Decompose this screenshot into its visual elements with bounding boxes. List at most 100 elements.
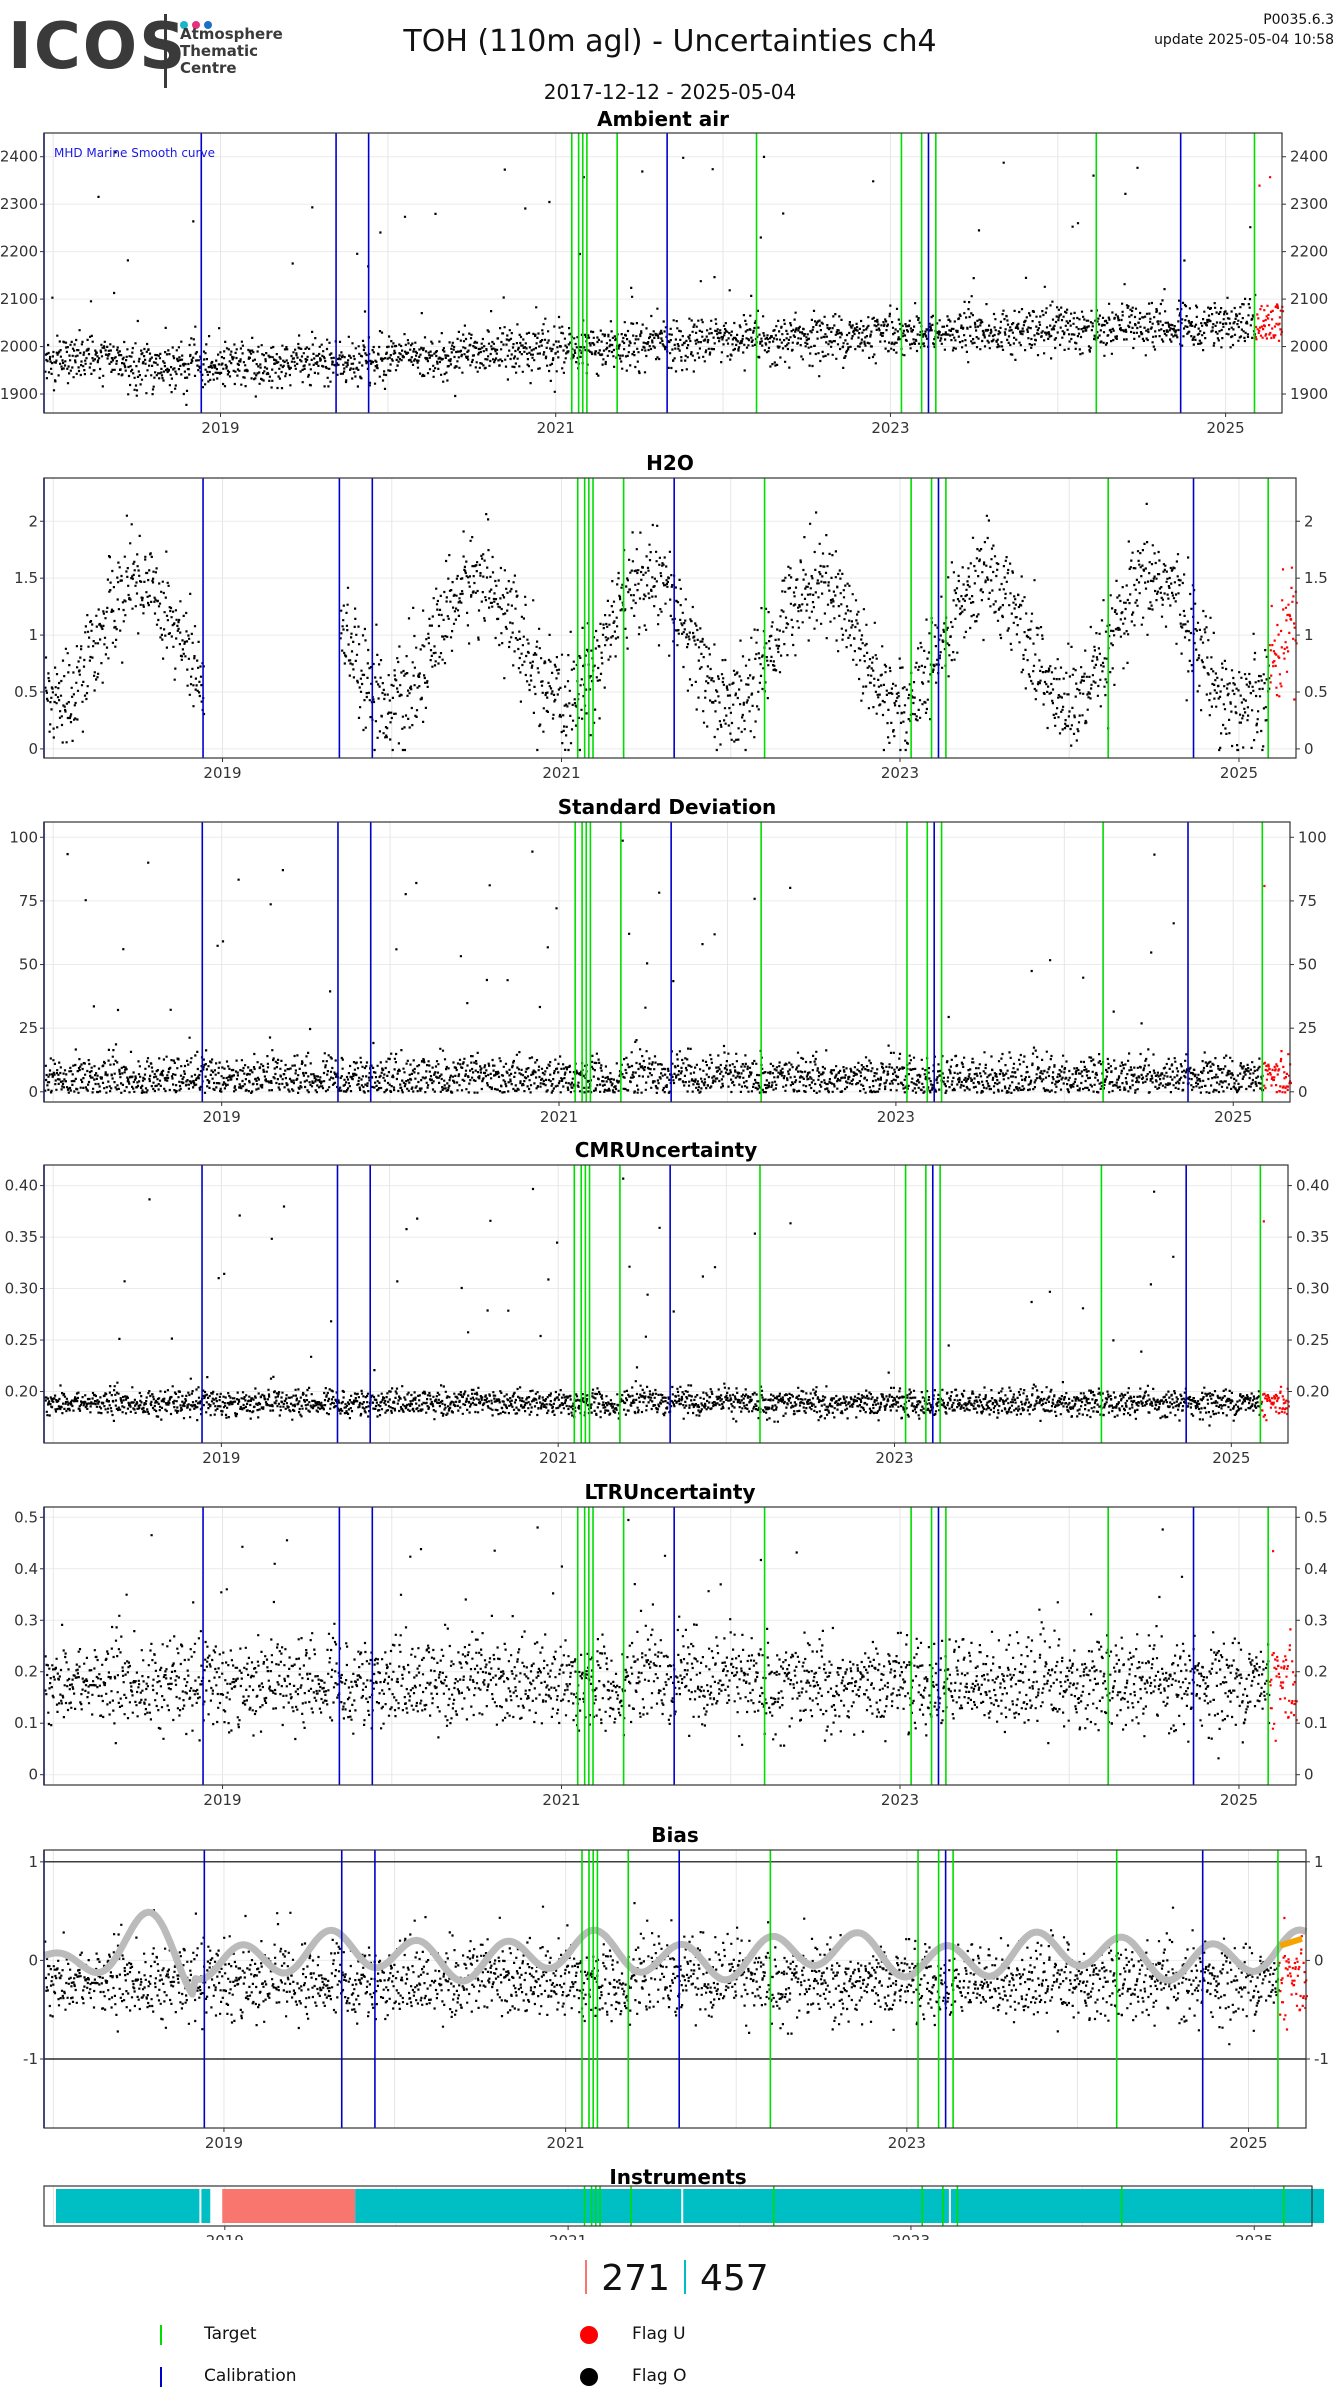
y-tick-label: 0.1 bbox=[1304, 1714, 1328, 1732]
y-tick-label: 75 bbox=[19, 892, 38, 910]
y-tick-label: 2200 bbox=[0, 243, 38, 261]
x-tick-label: 2025 bbox=[1220, 764, 1258, 782]
flag-o-points bbox=[44, 1902, 1280, 2046]
y-tick-label: 2000 bbox=[0, 338, 38, 356]
bias-tail-curve bbox=[1279, 1935, 1303, 1949]
plot-area bbox=[44, 478, 1296, 758]
x-tick-label: 2021 bbox=[542, 764, 580, 782]
y-tick-label: 1 bbox=[28, 1853, 38, 1871]
x-tick-label: 2021 bbox=[547, 2134, 585, 2152]
y-tick-label: 25 bbox=[1298, 1019, 1317, 1037]
y-tick-label: 0.30 bbox=[5, 1280, 38, 1298]
logo-subtitle-line-2: Thematic bbox=[180, 42, 259, 60]
y-tick-label: 0.20 bbox=[5, 1383, 38, 1401]
logo-subtitle-line-1: Atmosphere bbox=[180, 25, 283, 43]
plot-frame bbox=[43, 1164, 1289, 1444]
flag-o-points bbox=[44, 1177, 1263, 1427]
calibration-legend-icon bbox=[160, 2367, 162, 2387]
y-tick-label: 2300 bbox=[0, 195, 38, 213]
flag-o-legend-label: Flag O bbox=[632, 2366, 687, 2386]
y-tick-label: 0 bbox=[1298, 1083, 1308, 1101]
y-tick-label: 0.2 bbox=[1304, 1663, 1328, 1681]
panel-title: Instruments bbox=[609, 2165, 746, 2189]
target-legend-icon bbox=[160, 2325, 162, 2345]
x-tick-label: 2021 bbox=[539, 1449, 577, 1467]
plot-area bbox=[44, 822, 1290, 1102]
flag-u-points bbox=[1260, 1220, 1290, 1422]
y-tick-label: 0 bbox=[1314, 1951, 1324, 1969]
plot-frame bbox=[43, 1506, 1297, 1786]
y-tick-label: 0.5 bbox=[1304, 1508, 1328, 1526]
y-tick-label: 25 bbox=[19, 1019, 38, 1037]
flag-o-legend-icon bbox=[580, 2368, 598, 2386]
panel-title: LTRUncertainty bbox=[585, 1480, 756, 1504]
instrument-counts: 271 457 bbox=[0, 2258, 1340, 2300]
x-tick-label: 2023 bbox=[881, 764, 919, 782]
y-tick-label: 2 bbox=[28, 512, 38, 530]
x-tick-label: 2019 bbox=[202, 1449, 240, 1467]
y-tick-label: 75 bbox=[1298, 892, 1317, 910]
plot-frame bbox=[43, 821, 1291, 1103]
logo-subtitle-line-3: Centre bbox=[180, 59, 237, 77]
x-tick-label: 2019 bbox=[201, 419, 239, 437]
y-tick-label: 0.3 bbox=[14, 1611, 38, 1629]
logo-dots-icon bbox=[180, 14, 216, 33]
y-tick-label: 2400 bbox=[0, 148, 38, 166]
y-tick-label: 0.40 bbox=[1296, 1177, 1329, 1195]
x-tick-label: 2023 bbox=[875, 1449, 913, 1467]
plot-frame bbox=[43, 477, 1297, 759]
y-tick-label: 0.4 bbox=[14, 1560, 38, 1578]
x-tick-label: 2019 bbox=[203, 764, 241, 782]
y-tick-label: 2300 bbox=[1290, 195, 1328, 213]
x-tick-label: 2019 bbox=[205, 2134, 243, 2152]
x-tick-label: 2025 bbox=[1207, 419, 1245, 437]
y-tick-label: 1900 bbox=[0, 385, 38, 403]
chart-annotation: MHD Marine Smooth curve bbox=[54, 146, 215, 160]
panel-ambient-air: Ambient air 1900 1900 2000 2000 2100 2100 2200 2… bbox=[0, 107, 1328, 437]
panel-title: Standard Deviation bbox=[558, 795, 777, 819]
x-tick-label: 2023 bbox=[888, 2134, 926, 2152]
y-tick-label: -1 bbox=[1314, 2050, 1329, 2068]
y-tick-label: -1 bbox=[23, 2050, 38, 2068]
x-tick-label: 2023 bbox=[881, 1791, 919, 1809]
y-tick-label: 0.5 bbox=[1304, 683, 1328, 701]
x-tick-label: 2021 bbox=[540, 1108, 578, 1126]
logo-divider bbox=[164, 14, 167, 88]
date-range: 2017-12-12 - 2025-05-04 bbox=[543, 80, 797, 104]
y-tick-label: 100 bbox=[9, 828, 38, 846]
instrument-271-swatch bbox=[585, 2260, 588, 2294]
x-tick-label: 2025 bbox=[1220, 1791, 1258, 1809]
panel-h2o: H2O 0 0 0.5 0.5 1 1 1.5 1.5 2 2 2019 2021 2023 2025 bbox=[14, 451, 1328, 782]
y-tick-label: 0.4 bbox=[1304, 1560, 1328, 1578]
x-tick-label: 2023 bbox=[892, 2232, 930, 2240]
y-tick-label: 0.3 bbox=[1304, 1611, 1328, 1629]
y-tick-label: 0 bbox=[28, 1083, 38, 1101]
panel-title: Bias bbox=[651, 1823, 699, 1847]
y-tick-label: 1.5 bbox=[1304, 569, 1328, 587]
instrument-segment-457 bbox=[56, 2189, 211, 2223]
y-tick-label: 100 bbox=[1298, 828, 1327, 846]
plot-frame bbox=[43, 132, 1283, 414]
flag-u-legend-icon bbox=[580, 2326, 598, 2344]
page-title: TOH (110m agl) - Uncertainties ch4 bbox=[403, 24, 937, 59]
plot-area bbox=[44, 133, 1282, 413]
instrument-457-count: 457 bbox=[700, 2258, 769, 2299]
y-tick-label: 2100 bbox=[1290, 290, 1328, 308]
x-tick-label: 2025 bbox=[1214, 1108, 1252, 1126]
plot-frame bbox=[43, 2185, 1313, 2227]
panel-standard-deviation: Standard Deviation 0 0 25 25 50 50 75 75 100 100 20… bbox=[9, 795, 1326, 1126]
plot-area bbox=[44, 1165, 1288, 1443]
panel-cmruncertainty: CMRUncertainty 0.20 0.20 0.25 0.25 0.30 0.30 0.… bbox=[5, 1138, 1330, 1467]
calibration-legend-label: Calibration bbox=[204, 2366, 297, 2386]
y-tick-label: 0.1 bbox=[14, 1714, 38, 1732]
x-tick-label: 2023 bbox=[871, 419, 909, 437]
y-tick-label: 50 bbox=[1298, 956, 1317, 974]
y-tick-label: 2400 bbox=[1290, 148, 1328, 166]
update-timestamp: update 2025-05-04 10:58 bbox=[1154, 32, 1334, 48]
panel-title: Ambient air bbox=[597, 107, 729, 131]
plot-area bbox=[44, 1850, 1306, 2128]
icos-logo: ICOS bbox=[8, 10, 188, 84]
y-tick-label: 0 bbox=[1304, 740, 1314, 758]
y-tick-label: 0 bbox=[28, 740, 38, 758]
